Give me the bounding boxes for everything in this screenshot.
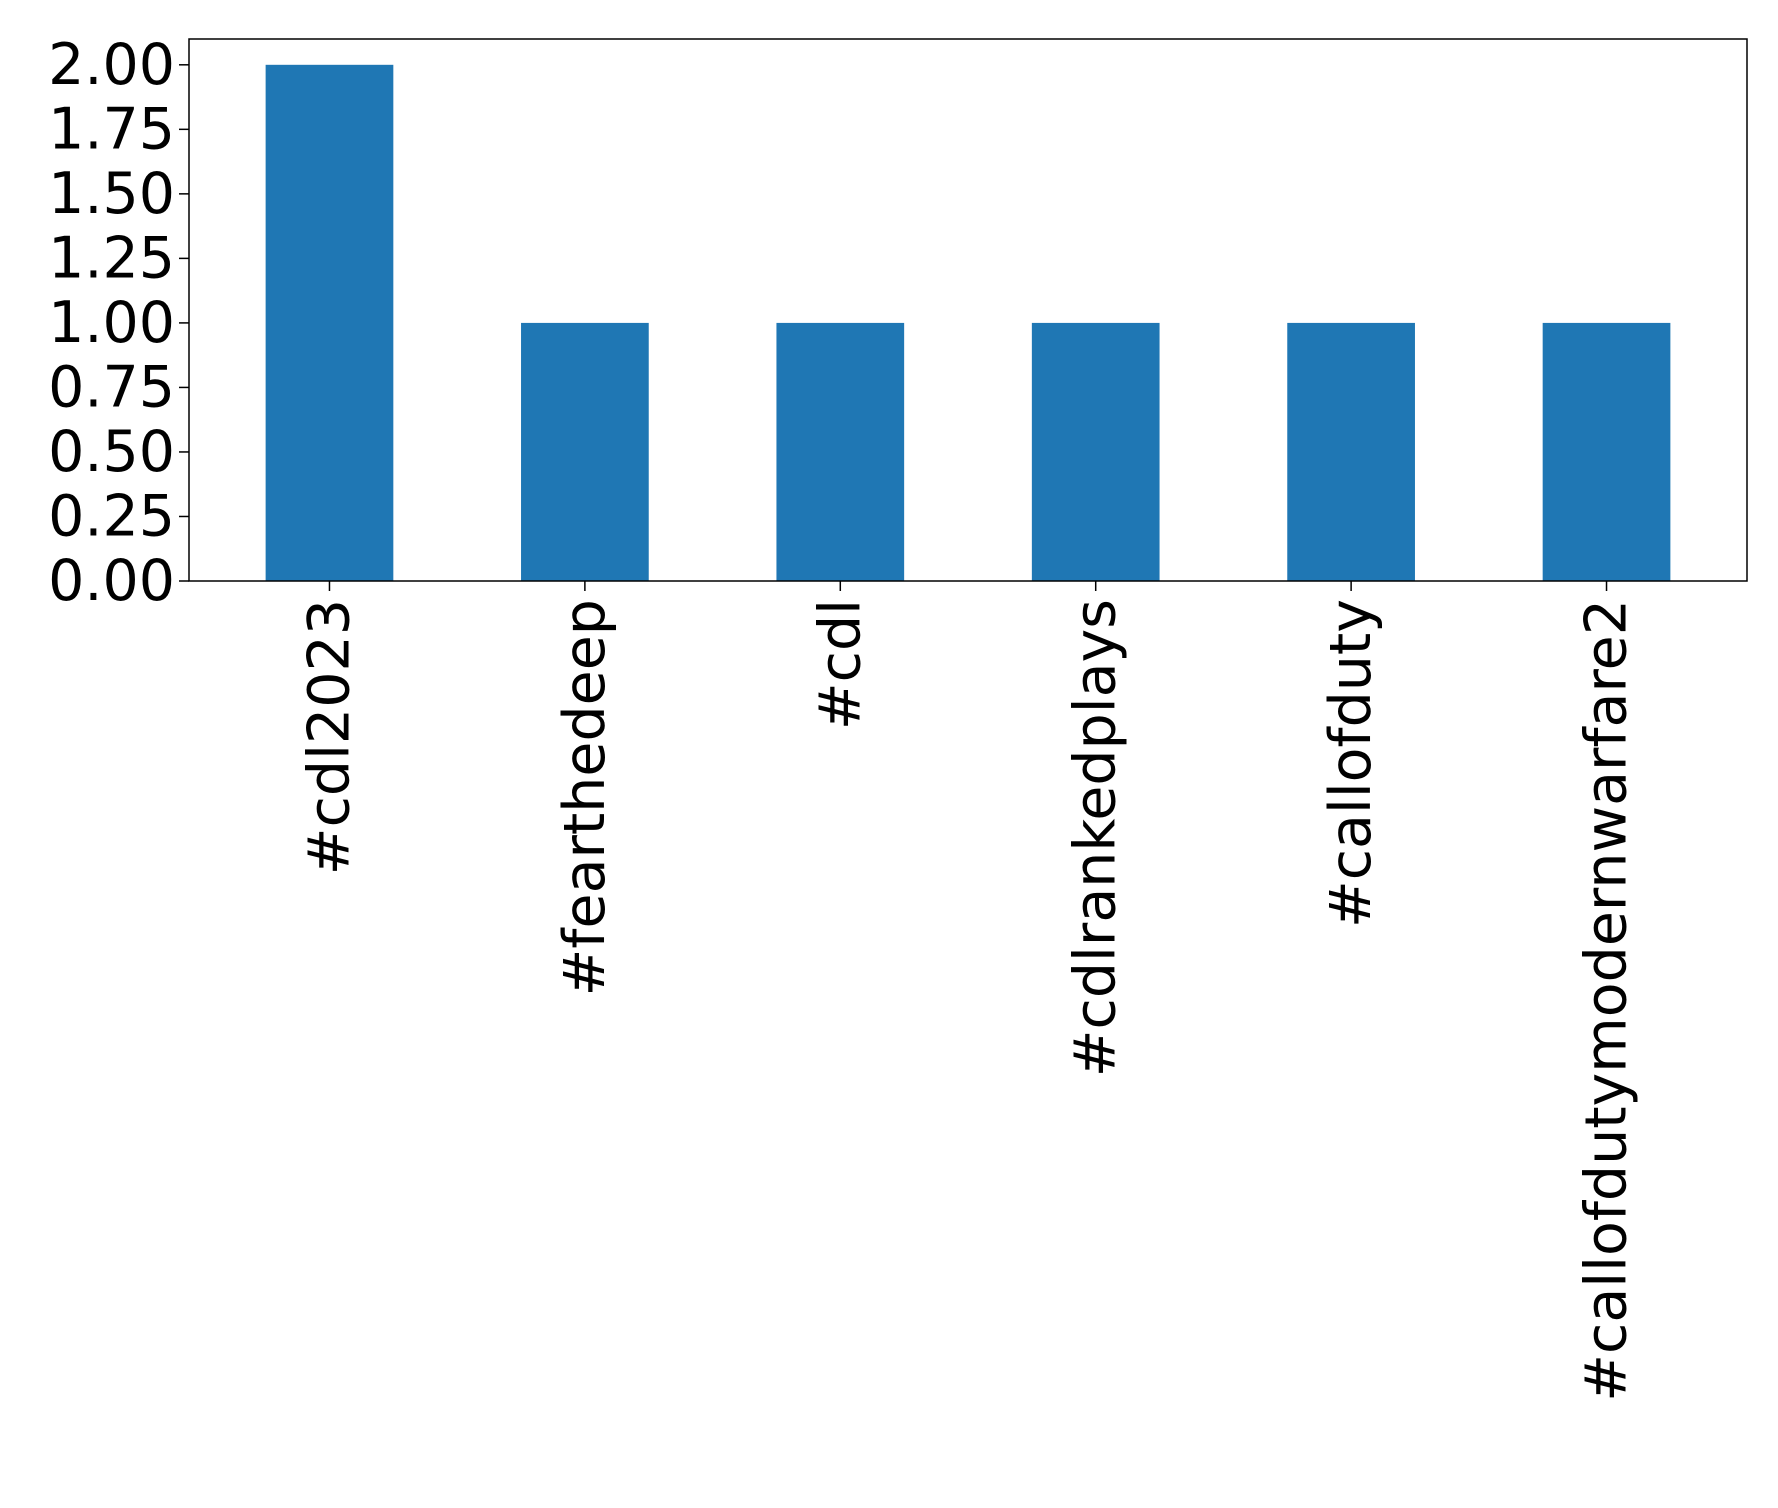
bar [521,322,649,581]
y-tick-label: 2.00 [48,32,175,98]
y-tick-label: 1.75 [48,96,175,162]
x-tick-label: #callofdutymodernwarfare2 [1574,599,1640,1402]
x-tick-label: #fearthedeep [552,599,618,996]
y-tick-label: 0.50 [48,419,175,485]
y-tick-label: 0.25 [48,483,175,549]
bar [1031,322,1160,581]
y-tick-label: 1.00 [48,290,175,356]
bars [265,64,1671,582]
x-tick-label: #callofduty [1318,599,1384,928]
y-tick-label: 0.75 [48,354,175,420]
plot-frame [188,38,1748,582]
y-tick-label: 1.50 [48,161,175,227]
x-tick-label: #cdl2023 [296,599,362,875]
bar [776,322,905,581]
x-axis: #cdl2023 #fearthedeep #cdl #cdlrankedplays #… [296,581,1640,1402]
y-tick-label: 1.25 [48,225,175,291]
x-tick-label: #cdlrankedplays [1063,599,1129,1077]
bar [1542,322,1671,581]
y-tick-label: 0.00 [48,548,175,614]
bar [1287,322,1415,581]
y-axis: 0.000.250.500.751.001.251.501.752.00 [48,32,189,614]
bar [265,64,394,582]
x-tick-label: #cdl [807,599,873,730]
